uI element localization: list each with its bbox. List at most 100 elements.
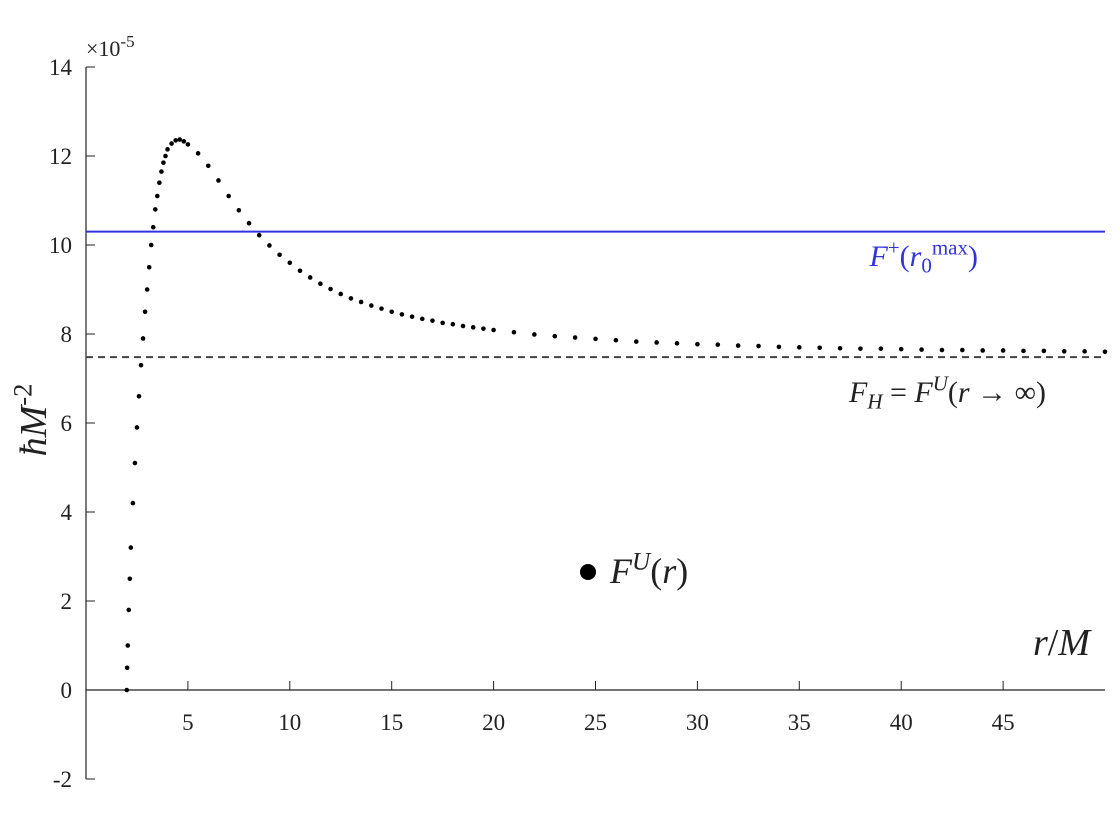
data-point bbox=[919, 347, 924, 352]
data-point bbox=[297, 268, 303, 274]
math-part: ( bbox=[948, 376, 958, 409]
x-tick-label: 30 bbox=[686, 710, 709, 735]
data-point bbox=[511, 329, 517, 335]
data-point bbox=[148, 242, 154, 248]
math-part: -2 bbox=[8, 384, 38, 406]
data-point bbox=[735, 343, 741, 348]
data-point bbox=[491, 327, 496, 333]
data-point bbox=[277, 252, 282, 258]
math-part: / bbox=[1048, 622, 1059, 664]
data-point bbox=[185, 142, 191, 147]
data-point bbox=[1082, 349, 1087, 354]
math-part: ( bbox=[900, 240, 910, 273]
math-part: r bbox=[662, 551, 677, 591]
data-point bbox=[1041, 348, 1047, 354]
data-point bbox=[267, 243, 272, 248]
data-point bbox=[132, 460, 138, 466]
math-part: r bbox=[910, 240, 922, 273]
data-point bbox=[797, 345, 802, 350]
data-point bbox=[146, 264, 152, 270]
math-label: FH = FU(r → ∞) bbox=[848, 372, 1046, 414]
math-part: r bbox=[1033, 622, 1048, 664]
math-part: + bbox=[888, 236, 900, 260]
data-point bbox=[226, 193, 231, 199]
y-tick-label: 10 bbox=[49, 233, 72, 258]
data-point bbox=[440, 320, 445, 326]
data-point bbox=[715, 342, 721, 347]
data-point bbox=[216, 178, 221, 183]
data-point bbox=[776, 344, 782, 350]
data-point bbox=[318, 281, 323, 287]
data-point bbox=[460, 323, 466, 329]
math-part: ( bbox=[650, 551, 662, 591]
data-point bbox=[379, 306, 384, 311]
data-point bbox=[1000, 348, 1006, 353]
data-point bbox=[181, 139, 187, 144]
data-point bbox=[152, 207, 158, 212]
data-point bbox=[1102, 349, 1108, 355]
data-point bbox=[532, 332, 537, 337]
data-point bbox=[633, 339, 639, 344]
data-point bbox=[878, 346, 884, 351]
data-point bbox=[348, 296, 354, 301]
data-point bbox=[613, 337, 619, 343]
data-point bbox=[1021, 348, 1026, 354]
math-part: ) bbox=[968, 240, 978, 273]
math-part: max bbox=[932, 236, 969, 260]
data-point bbox=[654, 340, 659, 345]
data-point bbox=[593, 336, 598, 342]
data-point bbox=[409, 314, 415, 319]
math-part: H bbox=[866, 390, 884, 414]
data-point bbox=[163, 153, 168, 159]
math-part: ħ bbox=[13, 437, 55, 456]
data-point bbox=[159, 169, 164, 174]
data-point bbox=[195, 151, 201, 156]
data-point bbox=[430, 318, 435, 323]
data-point bbox=[389, 309, 395, 315]
data-point bbox=[125, 643, 131, 648]
math-part: M bbox=[1057, 622, 1092, 664]
math-part: → ∞) bbox=[970, 376, 1046, 409]
math-label: r/M bbox=[1033, 622, 1092, 664]
data-point bbox=[169, 141, 174, 146]
data-point bbox=[142, 309, 148, 315]
data-point bbox=[124, 687, 130, 693]
x-tick-label: 35 bbox=[788, 710, 811, 735]
data-point bbox=[960, 347, 965, 353]
data-point bbox=[481, 326, 486, 331]
math-label: F+(r0max) bbox=[868, 236, 978, 278]
data-point bbox=[155, 193, 160, 199]
data-point bbox=[358, 299, 364, 305]
data-point bbox=[756, 343, 761, 349]
data-point bbox=[157, 180, 162, 185]
math-part: F bbox=[913, 376, 933, 409]
data-point bbox=[287, 260, 293, 266]
y-tick-label: 4 bbox=[61, 500, 73, 525]
y-tick-label: 8 bbox=[61, 322, 73, 347]
math-part: r bbox=[958, 376, 970, 409]
data-point bbox=[246, 220, 252, 226]
x-tick-label: 5 bbox=[182, 710, 194, 735]
multiplier-base: ×10 bbox=[86, 36, 120, 61]
data-point bbox=[136, 394, 142, 399]
multiplier-exponent: -5 bbox=[120, 32, 134, 51]
math-label: ħM-2 bbox=[8, 384, 55, 457]
math-part: F bbox=[609, 551, 633, 591]
y-tick-label: 0 bbox=[61, 678, 73, 703]
data-point bbox=[126, 607, 132, 613]
data-point bbox=[128, 545, 134, 550]
data-point bbox=[837, 345, 843, 351]
y-tick-label: 2 bbox=[61, 589, 73, 614]
data-point bbox=[1061, 349, 1067, 354]
data-point bbox=[165, 147, 170, 152]
x-tick-label: 15 bbox=[380, 710, 403, 735]
data-point bbox=[138, 362, 144, 368]
data-point bbox=[124, 665, 130, 671]
data-point bbox=[552, 333, 558, 339]
y-tick-label: 14 bbox=[49, 55, 73, 80]
data-point bbox=[134, 425, 140, 430]
data-point bbox=[399, 312, 405, 317]
data-point bbox=[161, 160, 166, 165]
